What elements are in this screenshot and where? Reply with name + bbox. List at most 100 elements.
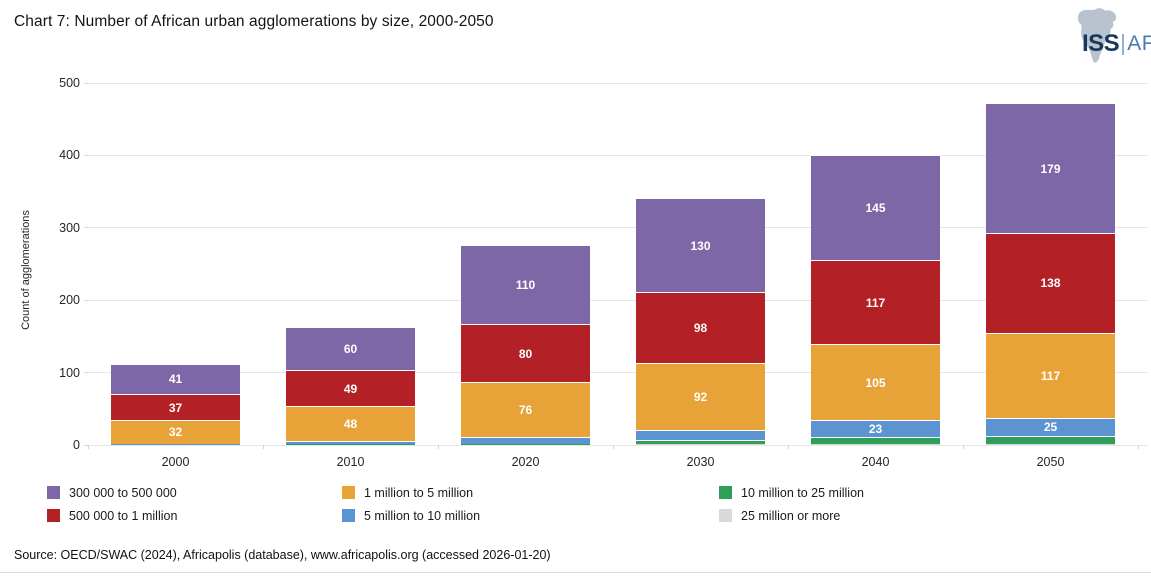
bar-segment: 130 bbox=[636, 198, 765, 293]
bar-segment: 23 bbox=[811, 420, 940, 438]
legend-label: 300 000 to 500 000 bbox=[69, 485, 177, 500]
y-tick-label: 400 bbox=[59, 148, 80, 163]
legend-swatch-icon bbox=[719, 486, 732, 499]
stacked-bar-2040: 23 105 117 145 bbox=[811, 154, 940, 445]
bar-segment: 92 bbox=[636, 363, 765, 430]
x-tick bbox=[788, 445, 789, 449]
bar-segment: 145 bbox=[811, 154, 940, 260]
y-tick bbox=[84, 299, 88, 301]
bar-segment bbox=[461, 443, 590, 445]
y-tick bbox=[84, 444, 88, 446]
bar-segment bbox=[636, 429, 765, 440]
legend-item: 5 million to 10 million bbox=[342, 504, 480, 527]
bar-segment: 25 bbox=[986, 417, 1115, 436]
legend-item: 10 million to 25 million bbox=[719, 481, 864, 504]
segment-value-label: 48 bbox=[343, 416, 358, 431]
x-tick bbox=[263, 445, 264, 449]
bar-segment: 98 bbox=[636, 292, 765, 364]
legend-label: 10 million to 25 million bbox=[741, 485, 864, 500]
bar-segment bbox=[286, 444, 415, 445]
iss-africa-logo: ISS AFRICA bbox=[1062, 6, 1151, 70]
stacked-bar-2050: 25 117 138 179 bbox=[986, 103, 1115, 445]
bar-segment: 117 bbox=[986, 332, 1115, 418]
gridline bbox=[88, 372, 1148, 374]
legend-swatch-icon bbox=[47, 486, 60, 499]
bar-segment bbox=[811, 437, 940, 445]
segment-value-label: 60 bbox=[343, 342, 358, 357]
chart-legend: 300 000 to 500 000 500 000 to 1 million 1 … bbox=[0, 481, 1151, 527]
logo-africa-label: AFRICA bbox=[1127, 32, 1151, 55]
stacked-bar-2020: 76 80 110 bbox=[461, 244, 590, 445]
segment-value-label: 32 bbox=[168, 425, 183, 440]
x-axis-label-2020: 2020 bbox=[511, 455, 540, 469]
segment-value-label: 110 bbox=[515, 277, 536, 292]
bar-segment: 32 bbox=[111, 420, 240, 444]
y-tick bbox=[84, 227, 88, 229]
bar-segment: 48 bbox=[286, 405, 415, 441]
legend-label: 5 million to 10 million bbox=[364, 508, 481, 523]
legend-label: 25 million or more bbox=[741, 508, 841, 523]
bar-segment bbox=[811, 444, 940, 445]
y-tick-label: 100 bbox=[59, 365, 80, 380]
y-tick bbox=[84, 82, 88, 84]
y-tick-label: 0 bbox=[73, 438, 80, 452]
bar-segment: 138 bbox=[986, 232, 1115, 333]
segment-value-label: 76 bbox=[518, 403, 533, 418]
legend-swatch-icon bbox=[342, 509, 355, 522]
bar-segment: 76 bbox=[461, 382, 590, 438]
x-tick bbox=[613, 445, 614, 449]
segment-value-label: 117 bbox=[865, 295, 886, 310]
segment-value-label: 49 bbox=[343, 381, 358, 396]
segment-value-label: 98 bbox=[693, 321, 708, 336]
y-tick-label: 200 bbox=[59, 293, 80, 308]
segment-value-label: 117 bbox=[1040, 368, 1061, 383]
chart-title: Chart 7: Number of African urban agglome… bbox=[14, 13, 494, 30]
bar-segment bbox=[111, 443, 240, 445]
segment-value-label: 179 bbox=[1040, 161, 1061, 176]
gridline bbox=[88, 299, 1148, 301]
segment-value-label: 37 bbox=[168, 400, 183, 415]
bar-segment bbox=[986, 435, 1115, 444]
logo-iss-label: ISS bbox=[1082, 30, 1120, 57]
segment-value-label: 130 bbox=[690, 238, 711, 253]
legend-item: 1 million to 5 million bbox=[342, 481, 480, 504]
bar-segment: 105 bbox=[811, 344, 940, 421]
legend-item: 25 million or more bbox=[719, 504, 864, 527]
segment-value-label: 25 bbox=[1043, 420, 1058, 435]
legend-column: 10 million to 25 million 25 million or mo… bbox=[719, 481, 864, 527]
x-tick bbox=[1138, 445, 1139, 449]
bar-segment bbox=[286, 440, 415, 445]
y-tick bbox=[84, 372, 88, 374]
y-tick-label: 300 bbox=[59, 220, 80, 235]
stacked-bar-2010: 48 49 60 bbox=[286, 327, 415, 445]
segment-value-label: 23 bbox=[868, 422, 883, 437]
legend-swatch-icon bbox=[719, 509, 732, 522]
x-axis-label-2000: 2000 bbox=[161, 455, 190, 469]
stacked-bar-2000: 32 37 41 bbox=[111, 363, 240, 445]
africa-map-icon bbox=[1077, 8, 1117, 63]
logo-text: ISS AFRICA bbox=[1082, 30, 1151, 58]
x-tick bbox=[963, 445, 964, 449]
legend-label: 500 000 to 1 million bbox=[69, 508, 178, 523]
x-tick bbox=[88, 445, 89, 449]
legend-swatch-icon bbox=[342, 486, 355, 499]
gridline bbox=[88, 82, 1148, 84]
legend-label: 1 million to 5 million bbox=[364, 485, 474, 500]
segment-value-label: 41 bbox=[168, 372, 183, 387]
gridline bbox=[88, 227, 1148, 229]
logo-divider bbox=[1122, 33, 1125, 55]
bar-segment bbox=[461, 437, 590, 444]
source-note: Source: OECD/SWAC (2024), Africapolis (d… bbox=[14, 548, 551, 562]
legend-swatch-icon bbox=[47, 509, 60, 522]
x-axis-label-2030: 2030 bbox=[686, 455, 715, 469]
bar-segment: 49 bbox=[286, 370, 415, 406]
bar-segment: 117 bbox=[811, 259, 940, 345]
x-tick bbox=[438, 445, 439, 449]
bar-segment: 37 bbox=[111, 393, 240, 421]
gridline bbox=[88, 154, 1148, 156]
bar-segment bbox=[636, 444, 765, 445]
bar-segment: 110 bbox=[461, 244, 590, 325]
bar-segment: 60 bbox=[286, 327, 415, 371]
segment-value-label: 105 bbox=[865, 375, 886, 390]
